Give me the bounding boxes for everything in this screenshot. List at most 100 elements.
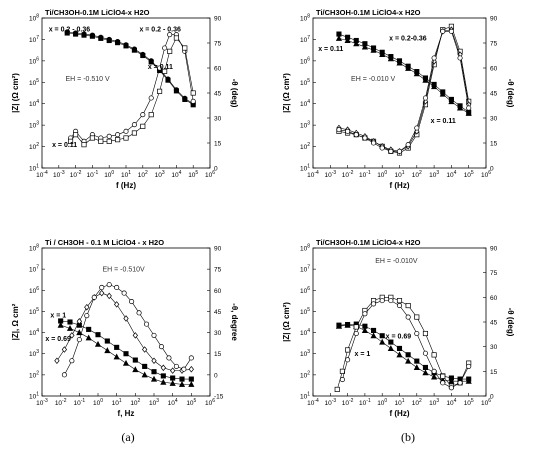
series-point <box>94 340 102 347</box>
y-right-tick-label: 0 <box>490 394 494 401</box>
series-point <box>54 357 60 365</box>
x-axis-title: f (Hz) <box>116 181 136 190</box>
series-point <box>114 344 120 350</box>
series-point <box>173 363 179 369</box>
y-right-tick-label: 60 <box>214 66 222 73</box>
chart-a-bottom: 10-3 10-2 10-1 100 101 102 103 104 105 106 101 102 1… <box>11 238 239 418</box>
series-point <box>396 303 403 309</box>
series-point <box>95 332 101 338</box>
series-point <box>353 37 359 44</box>
x-tick-label: 103 <box>429 170 439 179</box>
series-point <box>99 289 105 297</box>
chart-title: Ti/CH3OH-0.1M LiClO4-x H2O <box>316 8 421 17</box>
series-point <box>414 314 420 320</box>
series-point <box>345 347 351 353</box>
series-point <box>148 95 154 101</box>
series-point <box>440 380 446 386</box>
series-point <box>106 36 112 42</box>
series-point <box>167 48 173 54</box>
series-point <box>84 313 90 319</box>
y-left-tick-label: 107 <box>300 35 310 44</box>
series-point <box>465 377 472 384</box>
series-point <box>160 378 167 385</box>
y-right-axis-title: -θ (deg) <box>506 308 515 337</box>
series-point <box>388 298 394 304</box>
series-point <box>422 369 429 376</box>
y-left-axis-title: |Z| (Ω cm²) <box>11 73 20 113</box>
y-left-tick-label: 106 <box>300 286 310 295</box>
series-point <box>362 311 368 317</box>
annotation: EH = -0.010V <box>375 258 418 265</box>
series-point <box>413 364 420 371</box>
plot-frame <box>41 247 211 397</box>
y-right-tick-label: 60 <box>490 295 498 302</box>
x-tick-label: 10-1 <box>73 398 85 407</box>
series-point <box>122 359 130 366</box>
y-left-tick-label: 106 <box>300 56 310 65</box>
y-right-tick-label: 30 <box>490 344 498 351</box>
y-right-tick-label: 90 <box>214 16 222 23</box>
y-right-tick-label: 15 <box>214 351 222 358</box>
series-point <box>66 324 74 331</box>
series-point <box>89 135 95 141</box>
x-axis-title: f, Hz <box>118 409 135 418</box>
y-right-tick-label: 75 <box>214 41 222 48</box>
series-point <box>379 49 385 55</box>
y-right-tick-label: 45 <box>490 320 498 327</box>
y-left-tick-label: 103 <box>300 121 310 130</box>
series-point <box>181 366 187 372</box>
series-point <box>334 386 340 392</box>
series-point <box>405 352 411 358</box>
annotation: x = 0.11 <box>148 64 173 71</box>
annotation: x = 0.69 <box>45 336 71 343</box>
y-right-tick-label: -15 <box>214 394 224 401</box>
y-right-tick-label: 15 <box>490 369 498 376</box>
series-point <box>422 364 429 371</box>
series-line <box>338 29 469 152</box>
series-point <box>388 148 394 154</box>
series-point <box>405 63 411 69</box>
x-tick-label: 106 <box>481 170 491 179</box>
annotation: EH = -0.510V <box>102 267 145 274</box>
series-point <box>67 319 73 325</box>
y-right-tick-label: 45 <box>490 91 498 98</box>
series-point <box>466 109 472 115</box>
y-left-tick-label: 108 <box>29 244 39 253</box>
y-left-axis-title: |Z| (Ω cm²) <box>282 302 291 342</box>
series-point <box>99 284 105 291</box>
series-point <box>151 332 157 338</box>
series-point <box>457 55 463 61</box>
series-point <box>140 123 146 129</box>
series-point <box>123 315 129 322</box>
series-point <box>131 130 137 136</box>
series-point <box>188 381 195 387</box>
y-left-tick-label: 108 <box>29 14 39 23</box>
y-left-tick-label: 102 <box>29 370 39 379</box>
series-point <box>121 290 127 296</box>
x-tick-label: 106 <box>205 398 215 407</box>
series-point <box>345 34 351 40</box>
series-point <box>336 31 342 37</box>
series-point <box>188 355 194 361</box>
series-point <box>414 69 420 75</box>
y-right-tick-label: 45 <box>214 91 222 98</box>
series-point <box>396 58 403 64</box>
y-right-tick-label: 45 <box>214 309 222 316</box>
series-line <box>338 31 469 152</box>
y-left-tick-label: 104 <box>29 99 39 108</box>
series-point <box>132 357 138 363</box>
series-point <box>136 310 142 316</box>
x-tick-label: 102 <box>412 398 422 407</box>
y-left-tick-label: 101 <box>29 164 39 173</box>
series-point <box>466 105 472 111</box>
series-point <box>388 339 394 345</box>
chart-a-top: 10-4 10-3 10-2 10-1 100 101 102 103 104 105 106 101… <box>11 8 239 190</box>
x-tick-label: 103 <box>155 170 165 179</box>
y-left-tick-label: 106 <box>29 286 39 295</box>
y-right-tick-label: 30 <box>214 116 222 123</box>
y-left-tick-label: 105 <box>29 78 39 87</box>
y-right-tick-label: 60 <box>214 288 222 295</box>
series-point <box>188 376 194 382</box>
annotation: x = 0.11 <box>431 118 456 125</box>
series-point <box>114 301 120 308</box>
